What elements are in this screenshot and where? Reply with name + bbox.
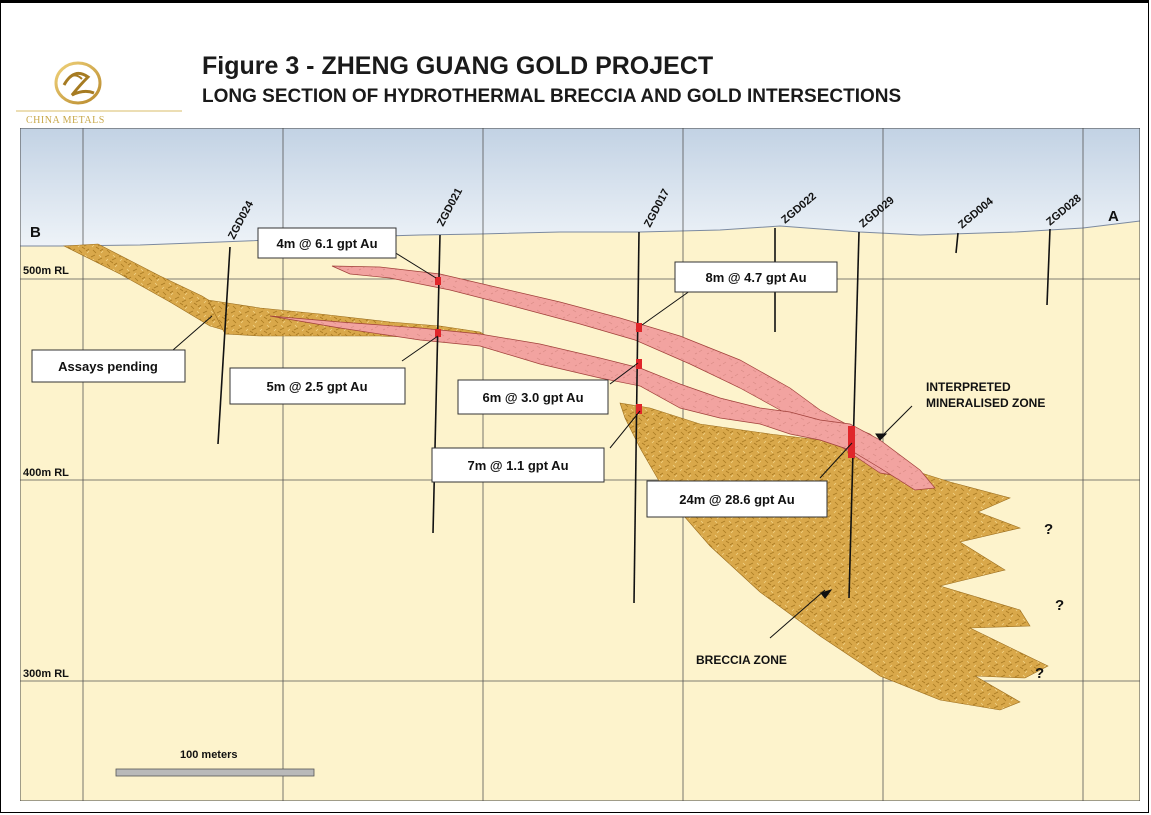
zone-labels: INTERPRETED MINERALISED ZONE BRECCIA ZON… — [696, 380, 1045, 667]
rl-label-300: 300m RL — [23, 668, 69, 680]
callout-zgd017-upper: 8m @ 4.7 gpt Au — [674, 261, 838, 293]
topographic-surface — [20, 220, 1140, 247]
figure-header: CHINA METALS Figure 3 - ZHENG GUANG GOLD… — [0, 0, 1151, 128]
leader-lines — [172, 251, 913, 639]
drillhole-zgd029 — [848, 231, 860, 599]
drillhole-zgd028 — [1046, 228, 1051, 306]
interpreted-zone-label-line2: MINERALISED ZONE — [926, 396, 1045, 410]
intersection-markers — [435, 277, 855, 458]
callout-text: 8m @ 4.7 gpt Au — [705, 270, 806, 285]
callout-text: 24m @ 28.6 gpt Au — [679, 492, 795, 507]
scale-bar-label: 100 meters — [180, 749, 238, 761]
china-metals-logo: CHINA METALS — [14, 55, 184, 126]
callout-text: 6m @ 3.0 gpt Au — [482, 390, 583, 405]
callout-assays-pending: Assays pending — [31, 349, 186, 383]
intersection-marker — [435, 329, 441, 337]
rl-label-400: 400m RL — [23, 467, 69, 479]
scale-bar-rect — [115, 768, 315, 777]
logo-text: CHINA METALS — [26, 115, 105, 126]
intersection-callouts: 4m @ 6.1 gpt Au 8m @ 4.7 gpt Au 5m @ 2.5… — [31, 227, 838, 518]
intersection-marker — [636, 359, 642, 369]
callout-zgd017-middle: 6m @ 3.0 gpt Au — [457, 379, 609, 415]
uncertainty-markers: ? ? ? — [1035, 521, 1064, 682]
callout-text: 4m @ 6.1 gpt Au — [276, 236, 377, 251]
breccia-zone-label: BRECCIA ZONE — [696, 653, 787, 667]
callout-text: 5m @ 2.5 gpt Au — [266, 379, 367, 394]
interpreted-zone-label-line1: INTERPRETED — [926, 380, 1011, 394]
sky-area — [20, 128, 1140, 246]
callout-text: 7m @ 1.1 gpt Au — [467, 458, 568, 473]
question-mark: ? — [1044, 521, 1053, 538]
long-section-diagram: 500m RL 400m RL 300m RL B A ZGD024 ZGD02… — [20, 128, 1140, 801]
rl-labels: 500m RL 400m RL 300m RL — [23, 265, 69, 680]
logo-emblem-icon — [16, 61, 182, 112]
callout-zgd021-lower: 5m @ 2.5 gpt Au — [229, 367, 406, 405]
section-end-b: B — [30, 224, 41, 241]
intersection-marker — [636, 404, 642, 414]
section-end-a: A — [1108, 208, 1119, 225]
question-mark: ? — [1035, 665, 1044, 682]
callout-zgd017-lower: 7m @ 1.1 gpt Au — [431, 447, 605, 483]
intersection-marker — [848, 426, 855, 458]
figure-title: Figure 3 - ZHENG GUANG GOLD PROJECT — [202, 52, 714, 80]
rl-label-500: 500m RL — [23, 265, 69, 277]
callout-zgd029: 24m @ 28.6 gpt Au — [646, 480, 828, 518]
scale-bar: 100 meters — [115, 749, 315, 777]
intersection-marker — [636, 323, 642, 332]
figure-subtitle: LONG SECTION OF HYDROTHERMAL BRECCIA AND… — [202, 86, 902, 107]
callout-text: Assays pending — [58, 359, 158, 374]
arrow-to-mineralised-zone — [879, 405, 913, 439]
question-mark: ? — [1055, 597, 1064, 614]
drillhole-zgd004 — [955, 232, 959, 254]
lower-mineralised-lens — [269, 315, 936, 491]
drillhole-zgd017 — [633, 231, 640, 604]
drillhole-zgd024 — [217, 246, 231, 445]
callout-zgd021-upper: 4m @ 6.1 gpt Au — [257, 227, 397, 259]
intersection-marker — [435, 277, 441, 285]
